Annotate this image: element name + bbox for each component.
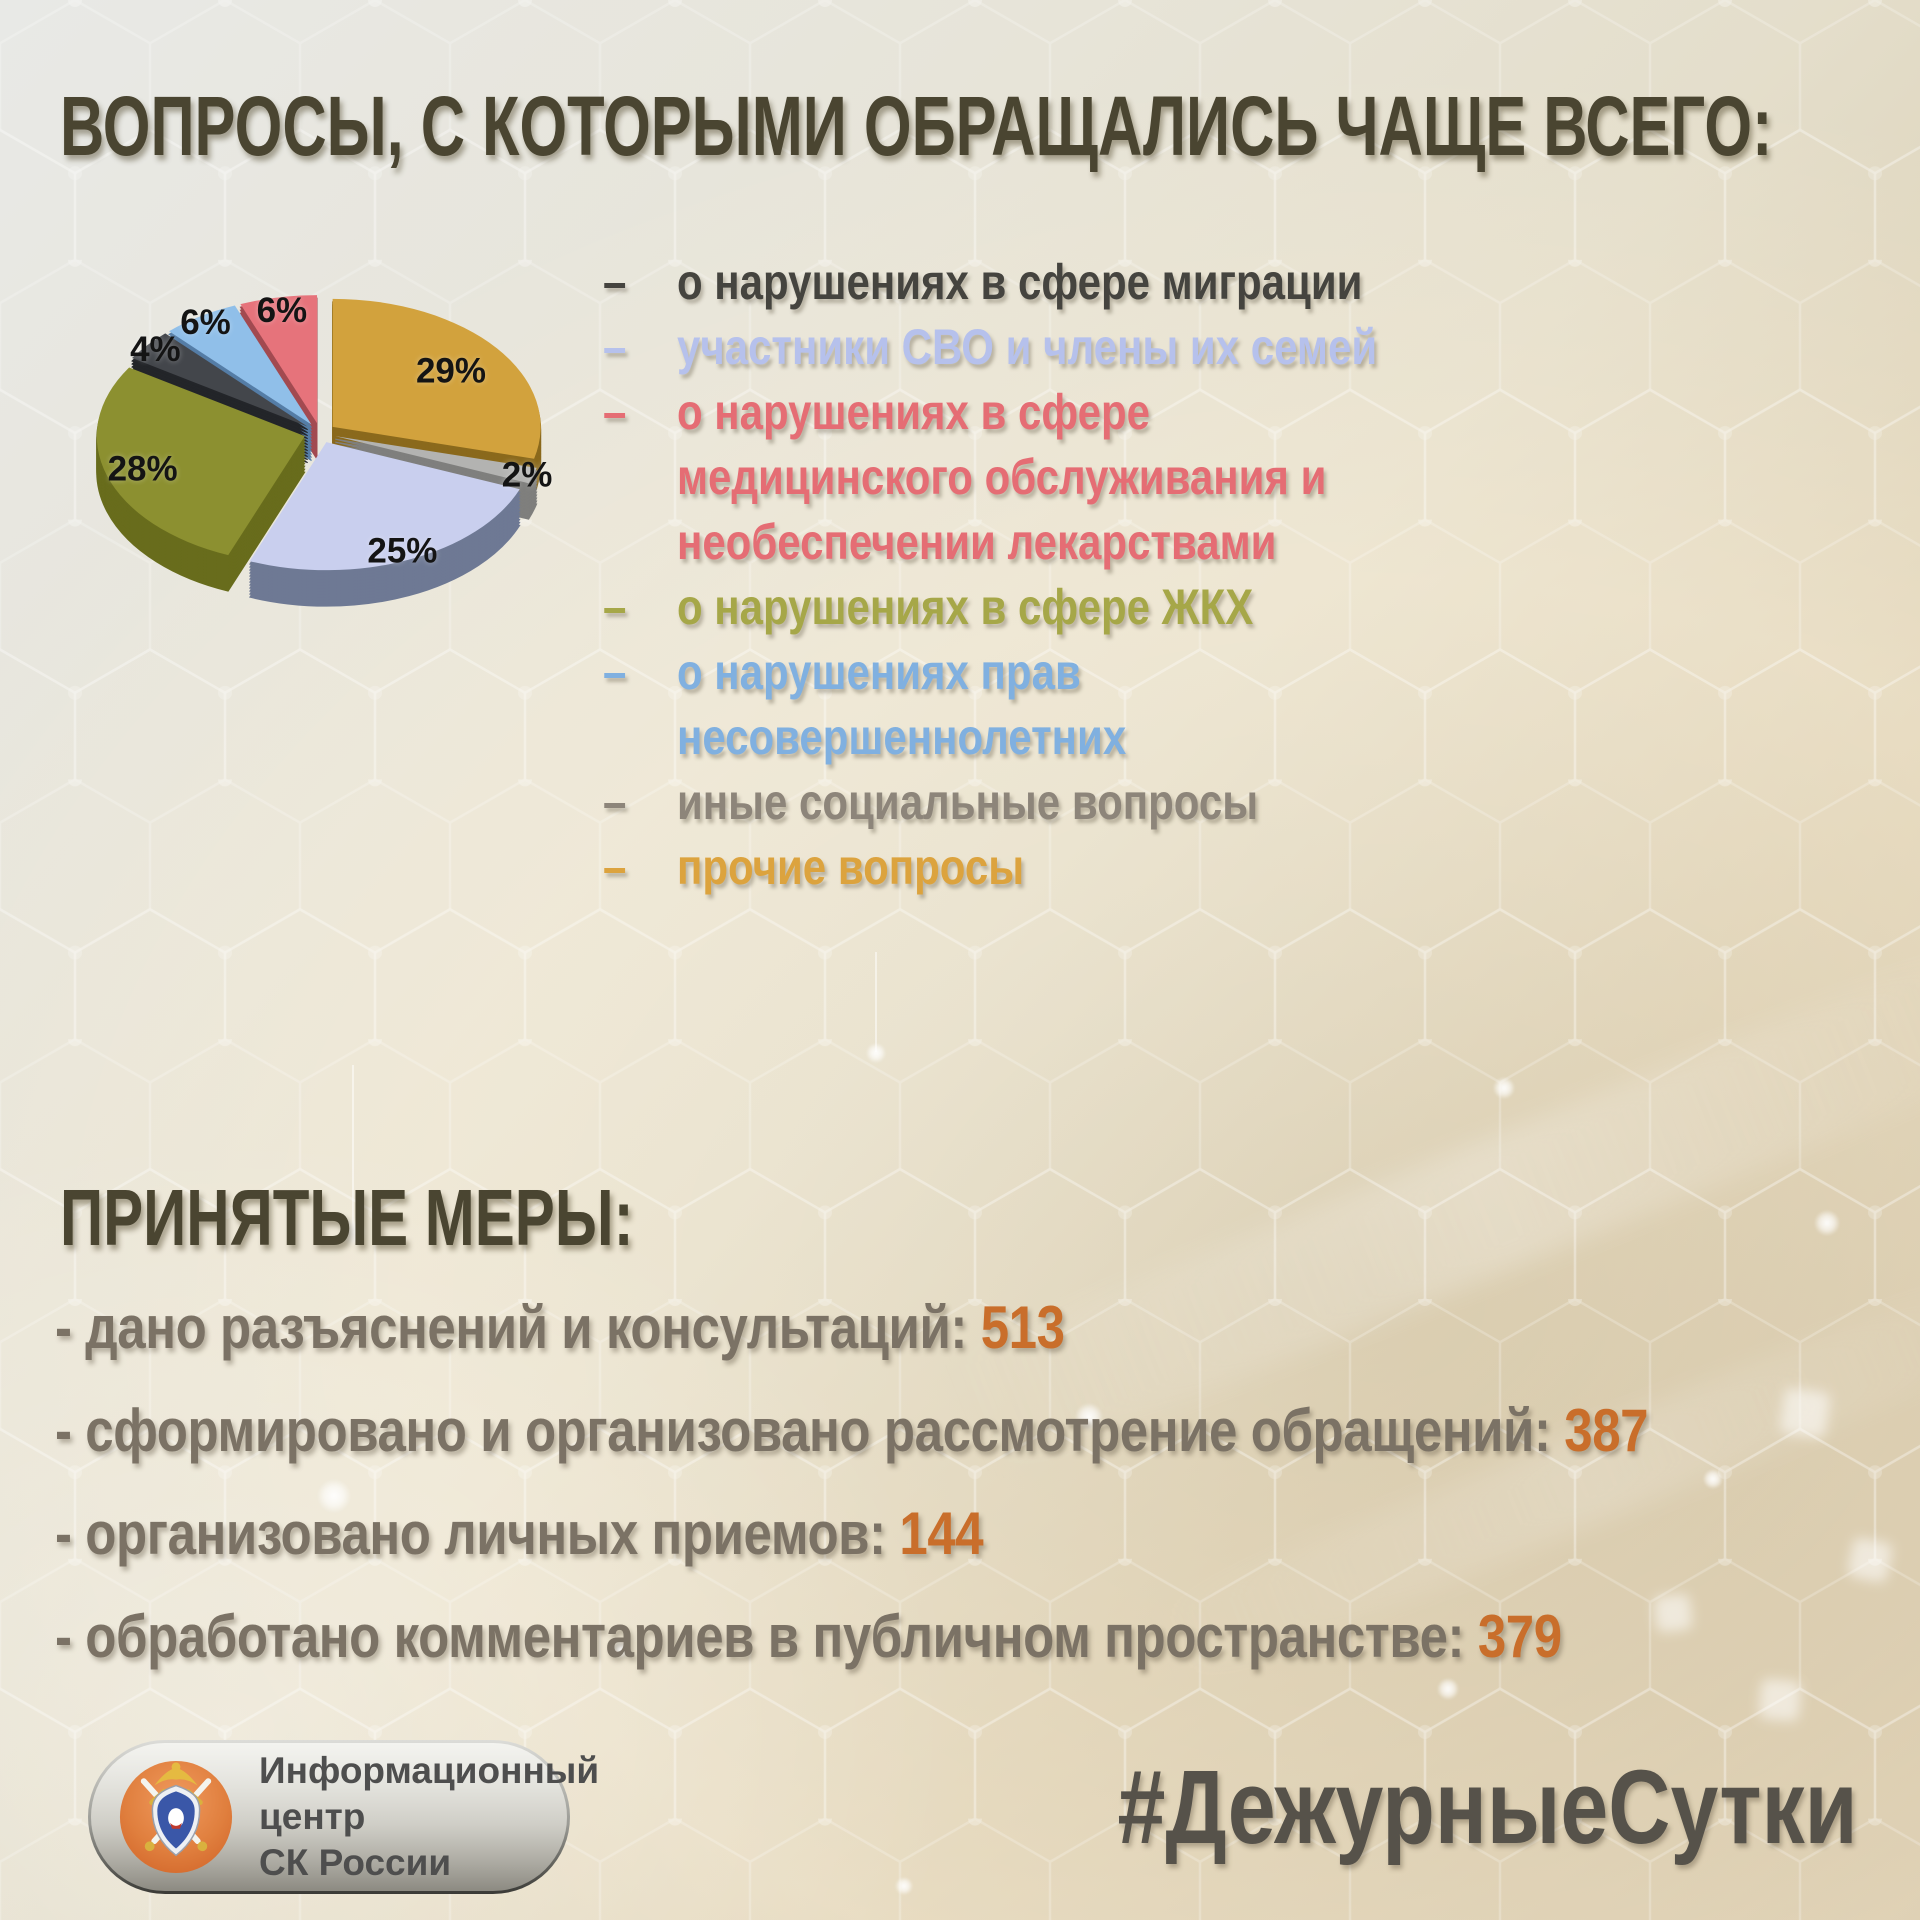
legend-item-label: о нарушениях в сфере миграции [676,254,1363,310]
legend-item: – о нарушениях в сфере миграции [598,250,1438,315]
measures-heading: ПРИНЯТЫЕ МЕРЫ: [60,1173,634,1262]
measure-item: - организовано личных приемов: 144 [55,1504,1636,1564]
legend-item: – иные социальные вопросы [598,770,1438,835]
legend-item-label: иные социальные вопросы [676,774,1259,830]
pattern-line [352,1065,354,1230]
hashtag: #ДежурныеСутки [1117,1749,1858,1866]
legend-dash: – [603,839,627,895]
measure-label: - сформировано и организовано рассмотрен… [55,1397,1565,1464]
bokeh-light [1814,1210,1840,1236]
pie-slice [132,333,308,427]
pie-slice-label: 6% [180,303,231,342]
page-title: ВОПРОСЫ, С КОТОРЫМИ ОБРАЩАЛИСЬ ЧАЩЕ ВСЕГ… [60,79,1773,173]
bokeh-light [1493,1077,1515,1099]
pie-slice [335,436,537,484]
pie-slice [96,367,305,556]
pie-slice [169,305,312,425]
legend-item: – участники СВО и члены их семей [598,315,1438,380]
sk-russia-emblem-icon [119,1760,233,1874]
pie-slice-side [335,438,538,487]
measure-value: 144 [899,1500,984,1567]
measure-value: 387 [1564,1397,1649,1464]
measure-item: - сформировано и организовано рассмотрен… [55,1401,1649,1461]
pattern-line [875,952,877,1052]
legend: – о нарушениях в сфере миграции – участники… [598,250,1598,900]
pie-slice-label: 28% [108,450,178,489]
legend-item-label: участники СВО и члены их семей [676,319,1378,375]
bokeh-light [866,1043,886,1063]
legend-item: – прочие вопросы [598,835,1438,900]
pie-slice [332,298,541,459]
measures-list: - дано разъяснений и консультаций: 513 - … [55,1298,1915,1710]
logo-text-line2: СК России [259,1842,452,1883]
pie-slice [249,442,520,571]
eagle-crest-icon [154,1767,198,1786]
bokeh-light [1437,1678,1459,1700]
bokeh-light [1703,1469,1723,1489]
legend-dash: – [603,319,627,375]
footer-logo-badge: Информационный центр СК России [88,1740,599,1894]
legend-dash: – [603,254,627,310]
bokeh-light [611,1639,631,1659]
legend-item: – о нарушениях в сфере медицинского обслу… [598,380,1438,575]
legend-dash: – [603,384,627,440]
shield-icon [151,1784,201,1857]
pie-slice [240,295,317,424]
legend-item: – о нарушениях прав несовершеннолетних [598,640,1438,770]
pie-slice-label: 4% [130,330,181,369]
legend-item-label: прочие вопросы [676,839,1025,895]
measure-label: - организовано личных приемов: [55,1500,900,1567]
bokeh-light [317,1479,351,1513]
pie-slice-label: 6% [257,291,308,330]
legend-dash: – [603,644,627,700]
pie-slice-label: 25% [367,531,437,570]
measure-value: 379 [1477,1603,1562,1670]
footer-logo-inner: Информационный центр СК России [91,1743,599,1891]
measure-label: - обработано комментариев в публичном пр… [55,1603,1478,1670]
measure-item: - дано разъяснений и консультаций: 513 [55,1298,1636,1358]
legend-item: – о нарушениях в сфере ЖКХ [598,575,1438,640]
legend-item-label: о нарушениях в сфере медицинского обслуж… [676,384,1327,570]
measure-value: 513 [980,1294,1065,1361]
measure-item: - обработано комментариев в публичном пр… [55,1607,1636,1667]
measure-label: - дано разъяснений и консультаций: [55,1294,981,1361]
legend-item-label: о нарушениях прав несовершеннолетних [676,644,1127,765]
pie-slice-label: 29% [416,351,486,390]
bokeh-light [895,1877,913,1895]
legend-item-label: о нарушениях в сфере ЖКХ [676,579,1254,635]
pie-chart: 29% 2% 25% 28% 4% 6% 6% [55,235,585,685]
pie-slice-side [335,441,538,490]
pie-slice-label: 2% [502,456,553,495]
bokeh-light [1075,1403,1103,1431]
legend-dash: – [603,579,627,635]
logo-text-line1: Информационный центр [259,1750,600,1837]
logo-text: Информационный центр СК России [259,1748,599,1886]
legend-dash: – [603,774,627,830]
bokeh-light [339,1218,367,1246]
